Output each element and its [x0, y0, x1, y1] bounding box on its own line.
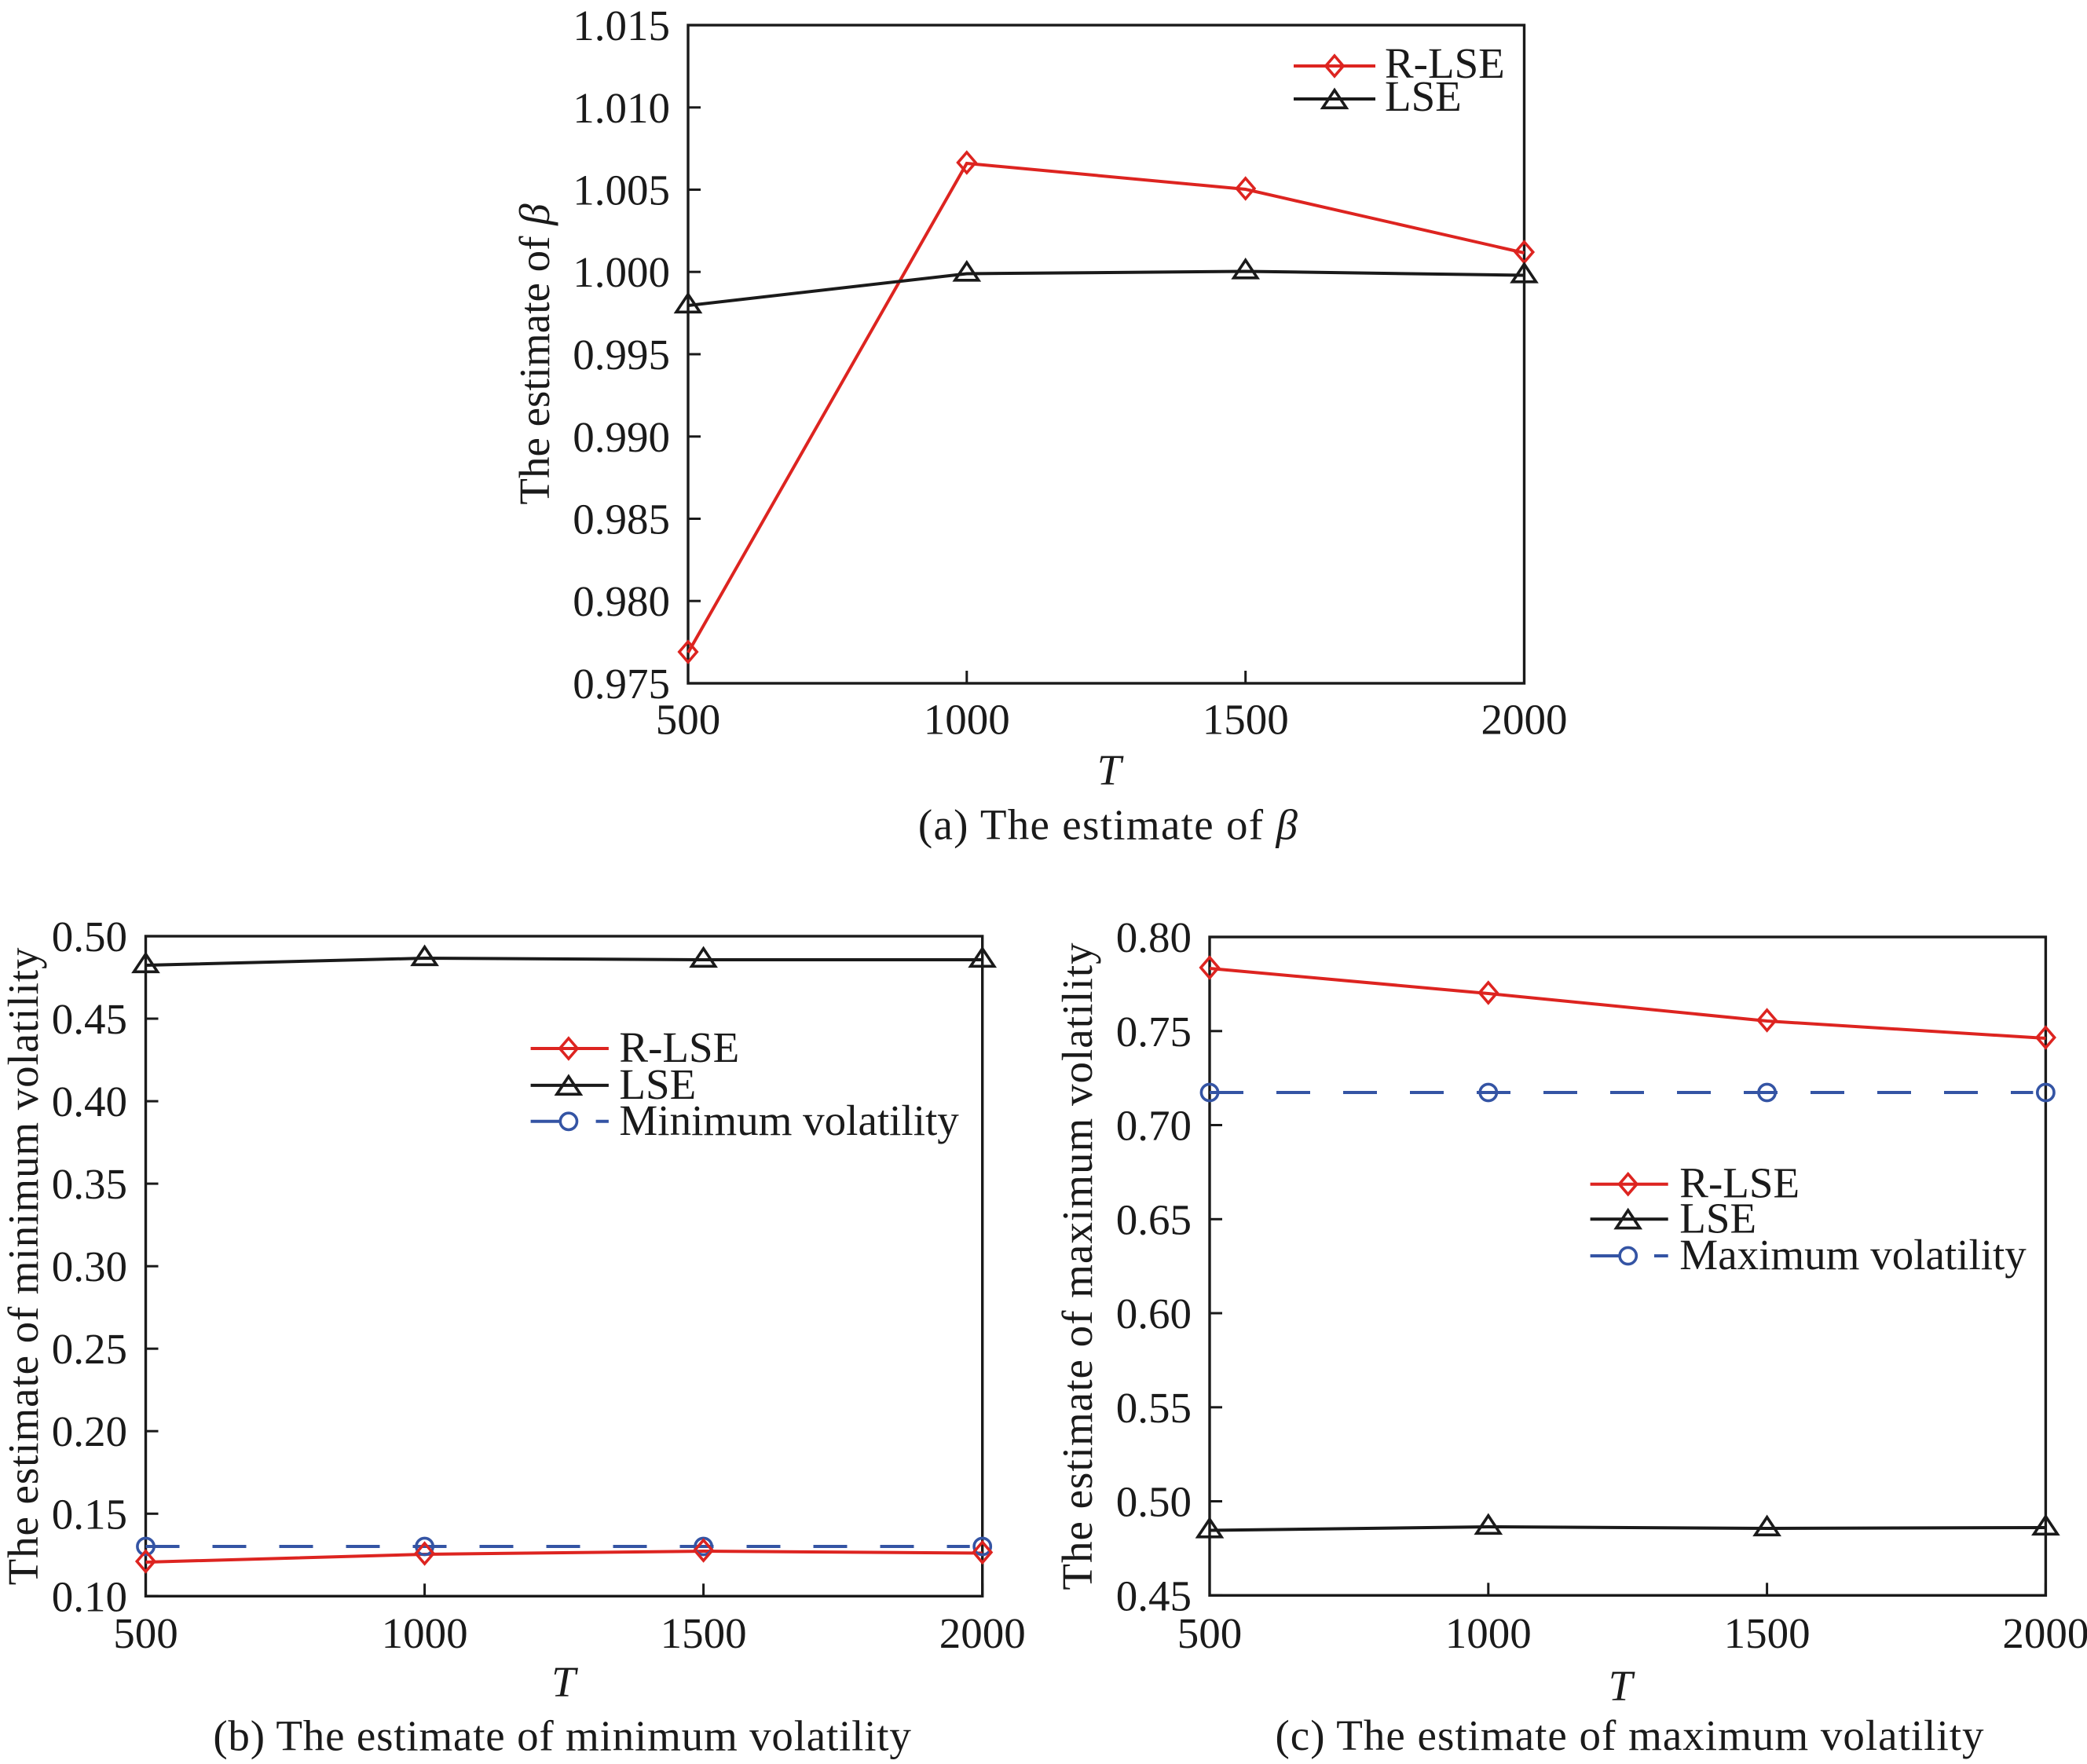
svg-text:0.10: 0.10 — [52, 1572, 127, 1620]
svg-text:0.60: 0.60 — [1116, 1290, 1192, 1338]
svg-text:0.15: 0.15 — [52, 1490, 127, 1538]
svg-text:0.50: 0.50 — [1116, 1478, 1192, 1526]
svg-text:0.65: 0.65 — [1116, 1195, 1192, 1243]
svg-text:The estimate of maximum volati: The estimate of maximum volatility — [1053, 942, 1101, 1590]
svg-text:2000: 2000 — [2002, 1609, 2087, 1657]
svg-text:LSE: LSE — [1679, 1194, 1756, 1242]
svg-text:T: T — [551, 1658, 578, 1706]
svg-text:2000: 2000 — [1481, 696, 1568, 744]
svg-text:2000: 2000 — [939, 1609, 1026, 1657]
svg-text:0.50: 0.50 — [52, 913, 127, 961]
svg-text:0.990: 0.990 — [573, 413, 670, 461]
svg-text:500: 500 — [656, 696, 721, 744]
svg-text:T: T — [1609, 1662, 1635, 1710]
svg-text:0.995: 0.995 — [573, 331, 670, 379]
svg-text:(b) The estimate of minimum vo: (b) The estimate of minimum volatility — [213, 1712, 911, 1760]
svg-text:1.015: 1.015 — [573, 2, 670, 49]
svg-text:0.25: 0.25 — [52, 1325, 127, 1373]
svg-text:1500: 1500 — [1724, 1609, 1811, 1657]
svg-text:(a) The estimate of β: (a) The estimate of β — [918, 800, 1298, 848]
svg-text:0.45: 0.45 — [52, 995, 127, 1043]
svg-text:500: 500 — [1177, 1609, 1243, 1657]
svg-text:(c) The estimate of maximum vo: (c) The estimate of maximum volatility — [1275, 1711, 1984, 1759]
svg-text:R-LSE: R-LSE — [1679, 1159, 1800, 1207]
svg-text:0.75: 0.75 — [1116, 1008, 1192, 1056]
svg-text:1000: 1000 — [924, 696, 1010, 744]
svg-text:0.35: 0.35 — [52, 1160, 127, 1208]
svg-text:1.000: 1.000 — [573, 248, 670, 296]
svg-text:1000: 1000 — [382, 1609, 468, 1657]
svg-text:0.80: 0.80 — [1116, 913, 1192, 961]
svg-text:0.980: 0.980 — [573, 577, 670, 625]
svg-text:1.010: 1.010 — [573, 84, 670, 132]
svg-text:R-LSE: R-LSE — [1385, 39, 1505, 87]
svg-text:1500: 1500 — [1203, 696, 1289, 744]
svg-text:0.40: 0.40 — [52, 1078, 127, 1125]
svg-text:T: T — [1097, 746, 1124, 794]
svg-text:Maximum volatility: Maximum volatility — [1679, 1231, 2027, 1279]
svg-text:500: 500 — [113, 1609, 178, 1657]
svg-text:The estimate of minimum volati: The estimate of minimum volatility — [0, 947, 47, 1586]
svg-text:1.005: 1.005 — [573, 167, 670, 214]
svg-text:The estimate of β: The estimate of β — [511, 203, 558, 505]
svg-text:0.55: 0.55 — [1116, 1384, 1192, 1432]
svg-text:0.985: 0.985 — [573, 496, 670, 543]
svg-text:1000: 1000 — [1445, 1609, 1532, 1657]
svg-text:Minimum volatility: Minimum volatility — [619, 1096, 959, 1144]
svg-text:1500: 1500 — [661, 1609, 747, 1657]
svg-text:0.45: 0.45 — [1116, 1572, 1192, 1619]
svg-text:R-LSE: R-LSE — [619, 1023, 739, 1071]
svg-text:LSE: LSE — [619, 1060, 696, 1108]
svg-text:0.30: 0.30 — [52, 1242, 127, 1290]
svg-text:0.20: 0.20 — [52, 1407, 127, 1455]
svg-text:0.70: 0.70 — [1116, 1102, 1192, 1150]
svg-text:LSE: LSE — [1385, 72, 1462, 120]
svg-text:0.975: 0.975 — [573, 660, 670, 708]
